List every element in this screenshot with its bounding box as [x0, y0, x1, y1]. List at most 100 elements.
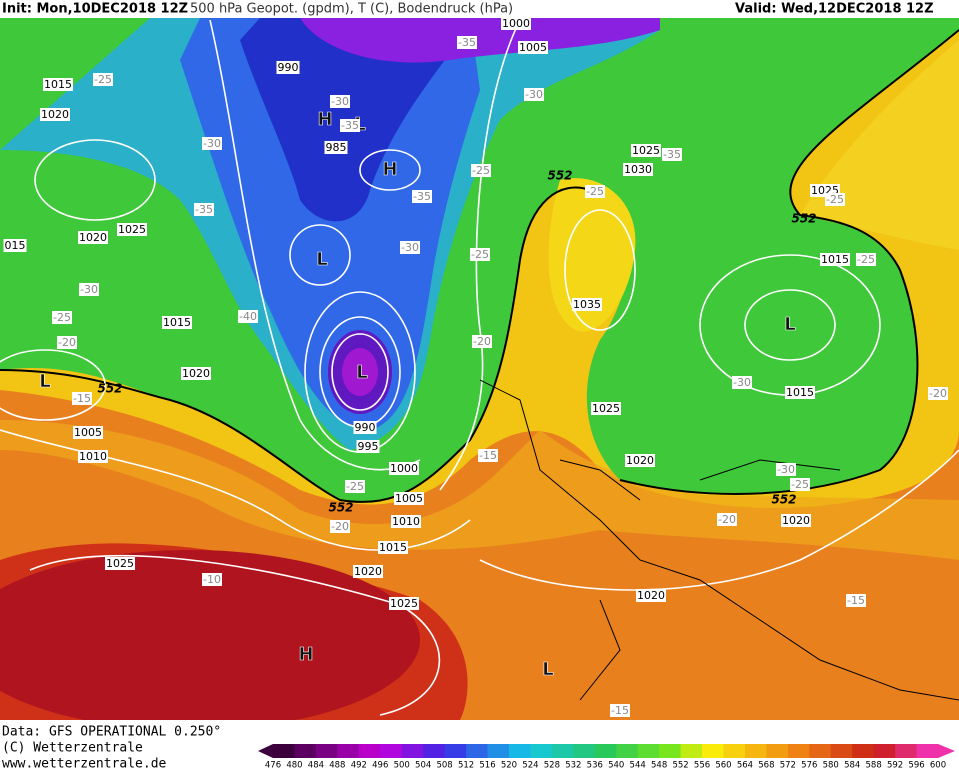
- colorbar-label: 488: [329, 761, 345, 771]
- colorbar-swatch: [273, 744, 295, 758]
- colorbar-swatch: [809, 744, 832, 758]
- colorbar-label: 528: [544, 761, 560, 771]
- temperature-label-box: [52, 311, 72, 324]
- isobar-label: 1015: [44, 78, 72, 91]
- isobar-label: 1015: [786, 386, 814, 399]
- temperature-label: -10: [203, 573, 221, 586]
- colorbar-label: 548: [651, 761, 667, 771]
- colorbar-swatch: [444, 744, 467, 758]
- temperature-label: -20: [331, 520, 349, 533]
- isobar-label-box: [105, 557, 135, 570]
- colorbar-label: 596: [908, 761, 924, 771]
- colorbar-swatch: [723, 744, 746, 758]
- temperature-label: -20: [929, 387, 947, 400]
- colorbar-swatch: [294, 744, 317, 758]
- data-source: Data: GFS OPERATIONAL 0.250°: [2, 725, 221, 740]
- temperature-label-box: [202, 137, 222, 150]
- colorbar-label: 580: [823, 761, 839, 771]
- pressure-center: H: [298, 644, 313, 665]
- temperature-label: -25: [826, 193, 844, 206]
- colorbar-label: 576: [801, 761, 817, 771]
- colorbar-swatch: [573, 744, 596, 758]
- colorbar-label: 484: [308, 761, 324, 771]
- temperature-label-box: [524, 88, 544, 101]
- temperature-label-box: [928, 387, 948, 400]
- colorbar-swatch: [852, 744, 875, 758]
- colorbar-label: 492: [351, 761, 367, 771]
- isobar-label-box: [623, 163, 653, 176]
- isobar-label: 1000: [502, 17, 530, 30]
- isobar-label-box: [572, 298, 602, 311]
- height-label: 552: [547, 169, 572, 183]
- colorbar-swatch: [680, 744, 703, 758]
- pressure-center: L: [356, 362, 367, 383]
- temperature-label: -30: [80, 283, 98, 296]
- temperature-label-box: [776, 463, 796, 476]
- colorbar-swatch: [766, 744, 789, 758]
- isobar-label: 1005: [519, 41, 547, 54]
- colorbar-label: 504: [415, 761, 431, 771]
- colorbar-swatch: [423, 744, 446, 758]
- temperature-label-box: [856, 253, 876, 266]
- colorbar-label: 524: [522, 761, 538, 771]
- colorbar-swatch: [637, 744, 660, 758]
- isobar-label-box: [378, 541, 408, 554]
- temperature-label-box: [846, 594, 866, 607]
- temperature-label: -30: [401, 241, 419, 254]
- temperature-label: -35: [341, 119, 359, 132]
- temperature-label-box: [717, 513, 737, 526]
- temperature-label-box: [472, 335, 492, 348]
- colorbar-label: 564: [737, 761, 753, 771]
- colorbar-label: 476: [265, 761, 281, 771]
- colorbar-label: 600: [930, 761, 946, 771]
- temperature-label: -35: [195, 203, 213, 216]
- pressure-center: L: [542, 659, 553, 680]
- isobar-label: 1000: [390, 462, 418, 475]
- colorbar-label: 480: [286, 761, 302, 771]
- temperature-label: -35: [413, 190, 431, 203]
- isobar-label: 990: [278, 61, 299, 74]
- isobar-label: 1015: [821, 253, 849, 266]
- colorbar-swatch: [616, 744, 639, 758]
- colorbar-label: 516: [479, 761, 495, 771]
- colorbar-label: 568: [758, 761, 774, 771]
- valid-time: Valid: Wed,12DEC2018 12Z: [735, 2, 934, 17]
- isobar-label-box: [625, 454, 655, 467]
- temperature-label-box: [471, 164, 491, 177]
- temperature-label-box: [825, 193, 845, 206]
- temperature-label-box: [457, 36, 477, 49]
- isobar-label: 1020: [354, 565, 382, 578]
- temperature-label: -25: [791, 478, 809, 491]
- temperature-label: -30: [331, 95, 349, 108]
- temperature-label-box: [340, 119, 360, 132]
- temperature-label-box: [610, 704, 630, 717]
- colorbar-label: 512: [458, 761, 474, 771]
- colorbar-label: 500: [394, 761, 410, 771]
- colorbar-swatch: [873, 744, 896, 758]
- isobar-label: 015: [5, 239, 26, 252]
- temperature-label-box: [790, 478, 810, 491]
- isobar-label-box: [391, 515, 421, 528]
- colorbar-label: 572: [780, 761, 796, 771]
- colorbar-label: 532: [565, 761, 581, 771]
- colorbar-label: 588: [866, 761, 882, 771]
- isobar-label-box: [389, 597, 419, 610]
- temperature-label-box: [585, 185, 605, 198]
- isobar-label-box: [117, 223, 147, 236]
- colorbar-label: 496: [372, 761, 388, 771]
- pressure-center: H: [382, 159, 397, 180]
- isobar-label: 1025: [592, 402, 620, 415]
- temperature-label-box: [732, 376, 752, 389]
- isobar-label: 1010: [79, 450, 107, 463]
- pressure-center: L: [39, 371, 50, 392]
- isobar-label-box: [78, 450, 108, 463]
- colorbar-swatch: [702, 744, 724, 758]
- colorbar-swatch: [830, 744, 853, 758]
- isobar-label: 1025: [106, 557, 134, 570]
- isobar-label: 1025: [118, 223, 146, 236]
- colorbar-arrow-right: [938, 744, 955, 758]
- isobar-label-box: [43, 78, 73, 91]
- temperature-label: -25: [471, 248, 489, 261]
- temperature-label: -25: [94, 73, 112, 86]
- temperature-label-box: [412, 190, 432, 203]
